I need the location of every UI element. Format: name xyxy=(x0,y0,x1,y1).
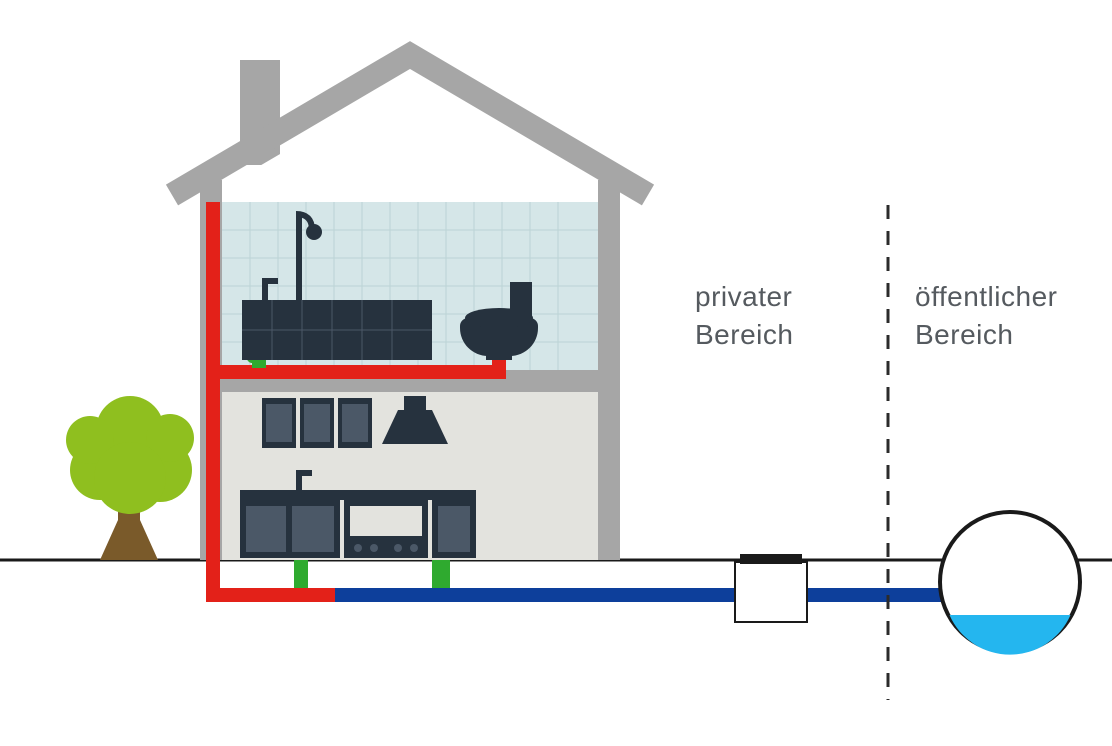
private-area-label-line2: Bereich xyxy=(695,316,793,354)
stove xyxy=(344,498,428,558)
public-area-label-line1: öffentlicher xyxy=(915,278,1057,316)
private-area-label-line1: privater xyxy=(695,278,793,316)
private-area-label: privater Bereich xyxy=(695,278,793,354)
public-area-label-line2: Bereich xyxy=(915,316,1057,354)
upper-cabinets xyxy=(262,398,372,448)
house-drainage-diagram xyxy=(0,0,1112,746)
sewer-pipe xyxy=(335,588,955,602)
diagram-stage: privater Bereich öffentlicher Bereich xyxy=(0,0,1112,746)
tree-icon xyxy=(66,396,194,560)
inspection-box xyxy=(735,554,807,622)
sewer-main-icon xyxy=(940,512,1080,655)
public-area-label: öffentlicher Bereich xyxy=(915,278,1057,354)
